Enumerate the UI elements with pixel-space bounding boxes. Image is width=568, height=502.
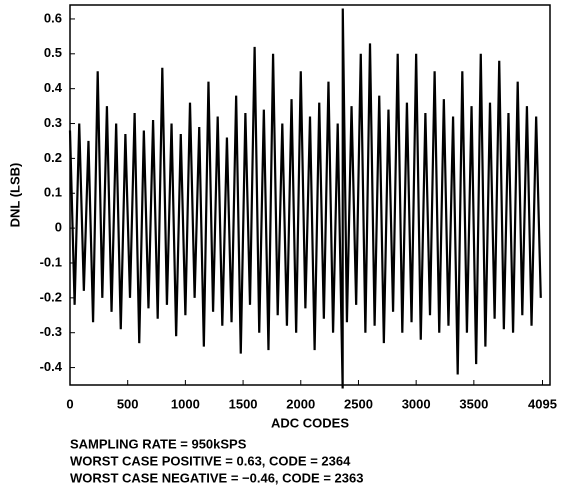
y-tick-label: -0.1 [40, 254, 62, 269]
annotation: WORST CASE NEGATIVE = −0.46, CODE = 2363 [70, 470, 363, 485]
y-tick-label: 0.3 [44, 115, 62, 130]
y-tick-label: 0.6 [44, 10, 62, 25]
x-tick-label: 3000 [402, 396, 431, 411]
y-tick-label: 0.5 [44, 45, 62, 60]
plot-frame [69, 4, 551, 386]
y-tick-label: 0 [55, 220, 62, 235]
x-tick-label: 1000 [171, 396, 200, 411]
data-line [68, 8, 542, 389]
x-tick-label: 0 [66, 396, 73, 411]
y-tick-label: 0.4 [44, 80, 63, 95]
y-tick-label: -0.4 [40, 359, 63, 374]
x-tick-label: 1500 [229, 396, 258, 411]
x-tick-label: 4095 [528, 396, 557, 411]
x-tick-label: 3500 [459, 396, 488, 411]
y-tick-label: -0.3 [40, 324, 62, 339]
x-tick-label: 500 [117, 396, 139, 411]
y-axis-label: DNL (LSB) [7, 163, 22, 228]
x-axis-label: ADC CODES [271, 415, 349, 430]
x-tick-label: 2500 [344, 396, 373, 411]
y-tick-label: 0.2 [44, 150, 62, 165]
annotation: SAMPLING RATE = 950kSPS [70, 436, 247, 451]
x-tick-label: 2000 [286, 396, 315, 411]
annotation: WORST CASE POSITIVE = 0.63, CODE = 2364 [70, 453, 351, 468]
y-tick-label: -0.2 [40, 289, 62, 304]
y-tick-label: 0.1 [44, 185, 62, 200]
